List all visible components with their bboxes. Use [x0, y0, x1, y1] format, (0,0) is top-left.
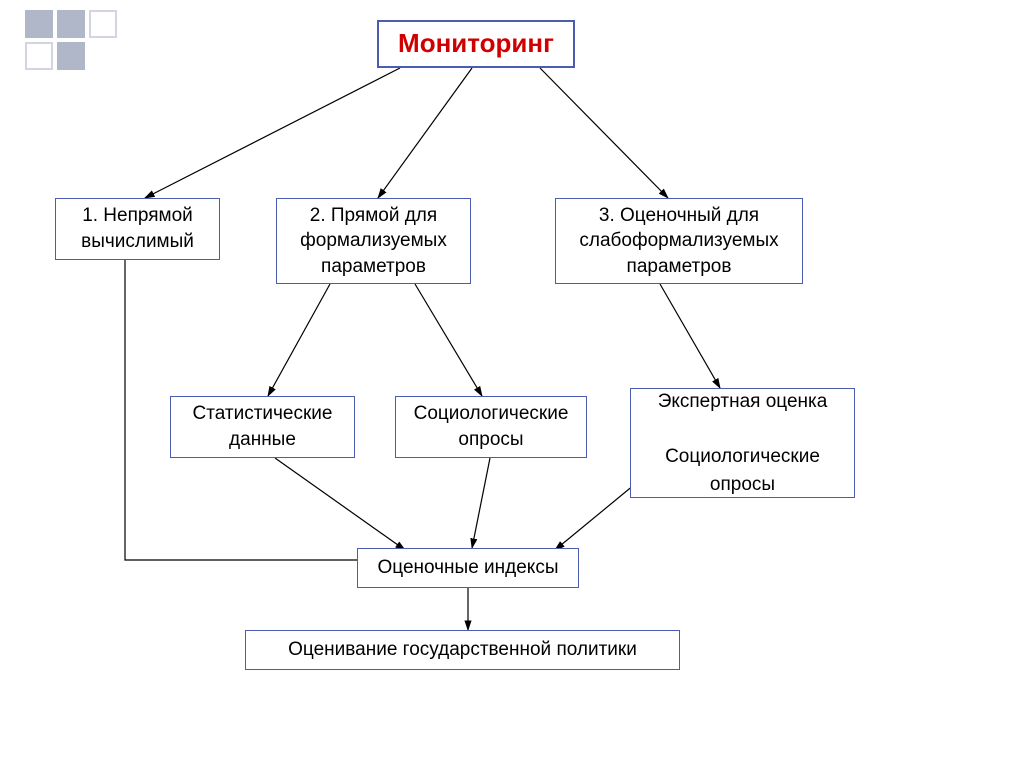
node-b2: 2. Прямой для формализуемых параметров — [276, 198, 471, 284]
node-policy-label: Оценивание государственной политики — [288, 637, 637, 663]
node-b1-label: 1. Непрямой вычислимый — [81, 203, 194, 254]
node-soc-label: Социологические опросы — [414, 401, 569, 452]
node-exp-label: Экспертная оценка Социологические опросы — [658, 388, 828, 498]
node-root-label: Мониторинг — [398, 26, 554, 61]
node-stat-label: Статистические данные — [193, 401, 333, 452]
node-b3-label: 3. Оценочный для слабоформализуемых пара… — [579, 203, 778, 280]
node-b1: 1. Непрямой вычислимый — [55, 198, 220, 260]
node-exp: Экспертная оценка Социологические опросы — [630, 388, 855, 498]
node-stat: Статистические данные — [170, 396, 355, 458]
node-idx-label: Оценочные индексы — [378, 555, 559, 581]
node-soc: Социологические опросы — [395, 396, 587, 458]
node-b3: 3. Оценочный для слабоформализуемых пара… — [555, 198, 803, 284]
node-policy: Оценивание государственной политики — [245, 630, 680, 670]
node-b2-label: 2. Прямой для формализуемых параметров — [300, 203, 447, 280]
node-root: Мониторинг — [377, 20, 575, 68]
node-idx: Оценочные индексы — [357, 548, 579, 588]
